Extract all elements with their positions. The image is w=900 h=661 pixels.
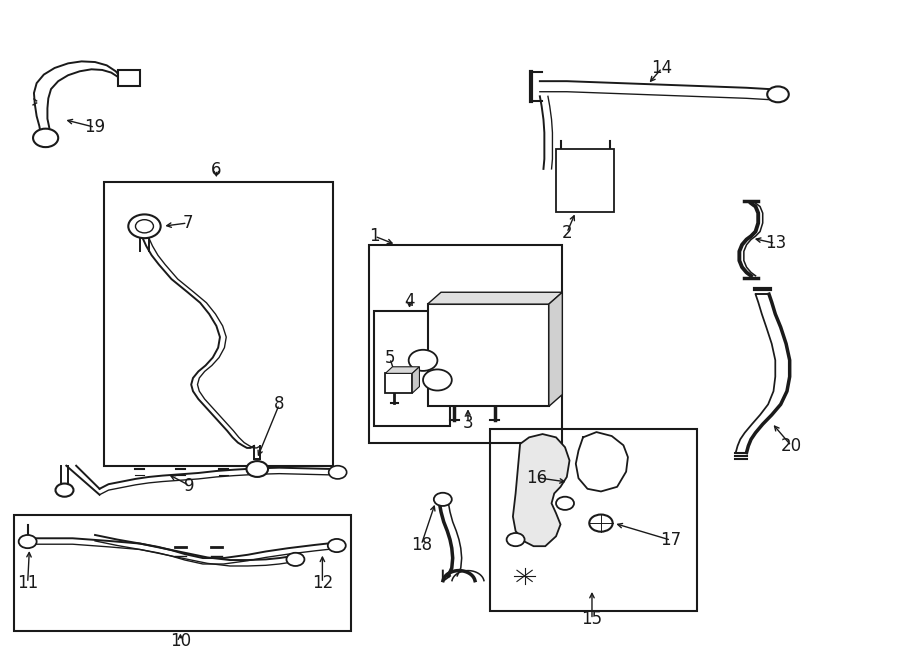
Bar — [428, 304, 549, 407]
Circle shape — [56, 484, 74, 496]
Text: 2: 2 — [562, 224, 572, 242]
Circle shape — [423, 369, 452, 391]
Bar — [385, 373, 412, 393]
Polygon shape — [513, 434, 570, 546]
Text: 1: 1 — [369, 227, 380, 245]
Circle shape — [136, 219, 154, 233]
Text: 8: 8 — [274, 395, 284, 413]
Polygon shape — [428, 292, 562, 304]
Circle shape — [590, 514, 613, 531]
Circle shape — [328, 466, 346, 479]
Circle shape — [286, 553, 304, 566]
Bar — [104, 182, 333, 466]
Polygon shape — [549, 292, 562, 407]
Circle shape — [19, 535, 37, 548]
Polygon shape — [412, 367, 419, 393]
Text: 4: 4 — [404, 292, 415, 310]
Text: 6: 6 — [212, 161, 221, 178]
Circle shape — [507, 533, 525, 546]
Circle shape — [247, 461, 268, 477]
Circle shape — [767, 87, 788, 102]
Text: 10: 10 — [170, 631, 191, 650]
Bar — [118, 70, 140, 87]
Text: 7: 7 — [183, 214, 193, 232]
Polygon shape — [385, 367, 419, 373]
Circle shape — [409, 350, 437, 371]
Text: 15: 15 — [581, 610, 602, 629]
Bar — [14, 515, 351, 631]
Circle shape — [33, 129, 58, 147]
Circle shape — [328, 539, 346, 552]
Text: 9: 9 — [184, 477, 194, 494]
Circle shape — [129, 214, 160, 238]
Text: 17: 17 — [661, 531, 681, 549]
Text: 3: 3 — [463, 414, 473, 432]
Bar — [374, 311, 450, 426]
Circle shape — [434, 492, 452, 506]
Text: 16: 16 — [526, 469, 547, 486]
Text: 13: 13 — [765, 235, 786, 253]
Text: 14: 14 — [652, 59, 672, 77]
Text: 20: 20 — [781, 437, 802, 455]
Text: 5: 5 — [384, 349, 395, 368]
Circle shape — [556, 496, 574, 510]
Bar — [491, 430, 698, 611]
Text: 18: 18 — [410, 536, 432, 554]
Text: 12: 12 — [311, 574, 333, 592]
Text: 19: 19 — [85, 118, 105, 136]
Bar — [369, 245, 562, 443]
Text: 11: 11 — [17, 574, 39, 592]
Bar — [556, 149, 615, 212]
